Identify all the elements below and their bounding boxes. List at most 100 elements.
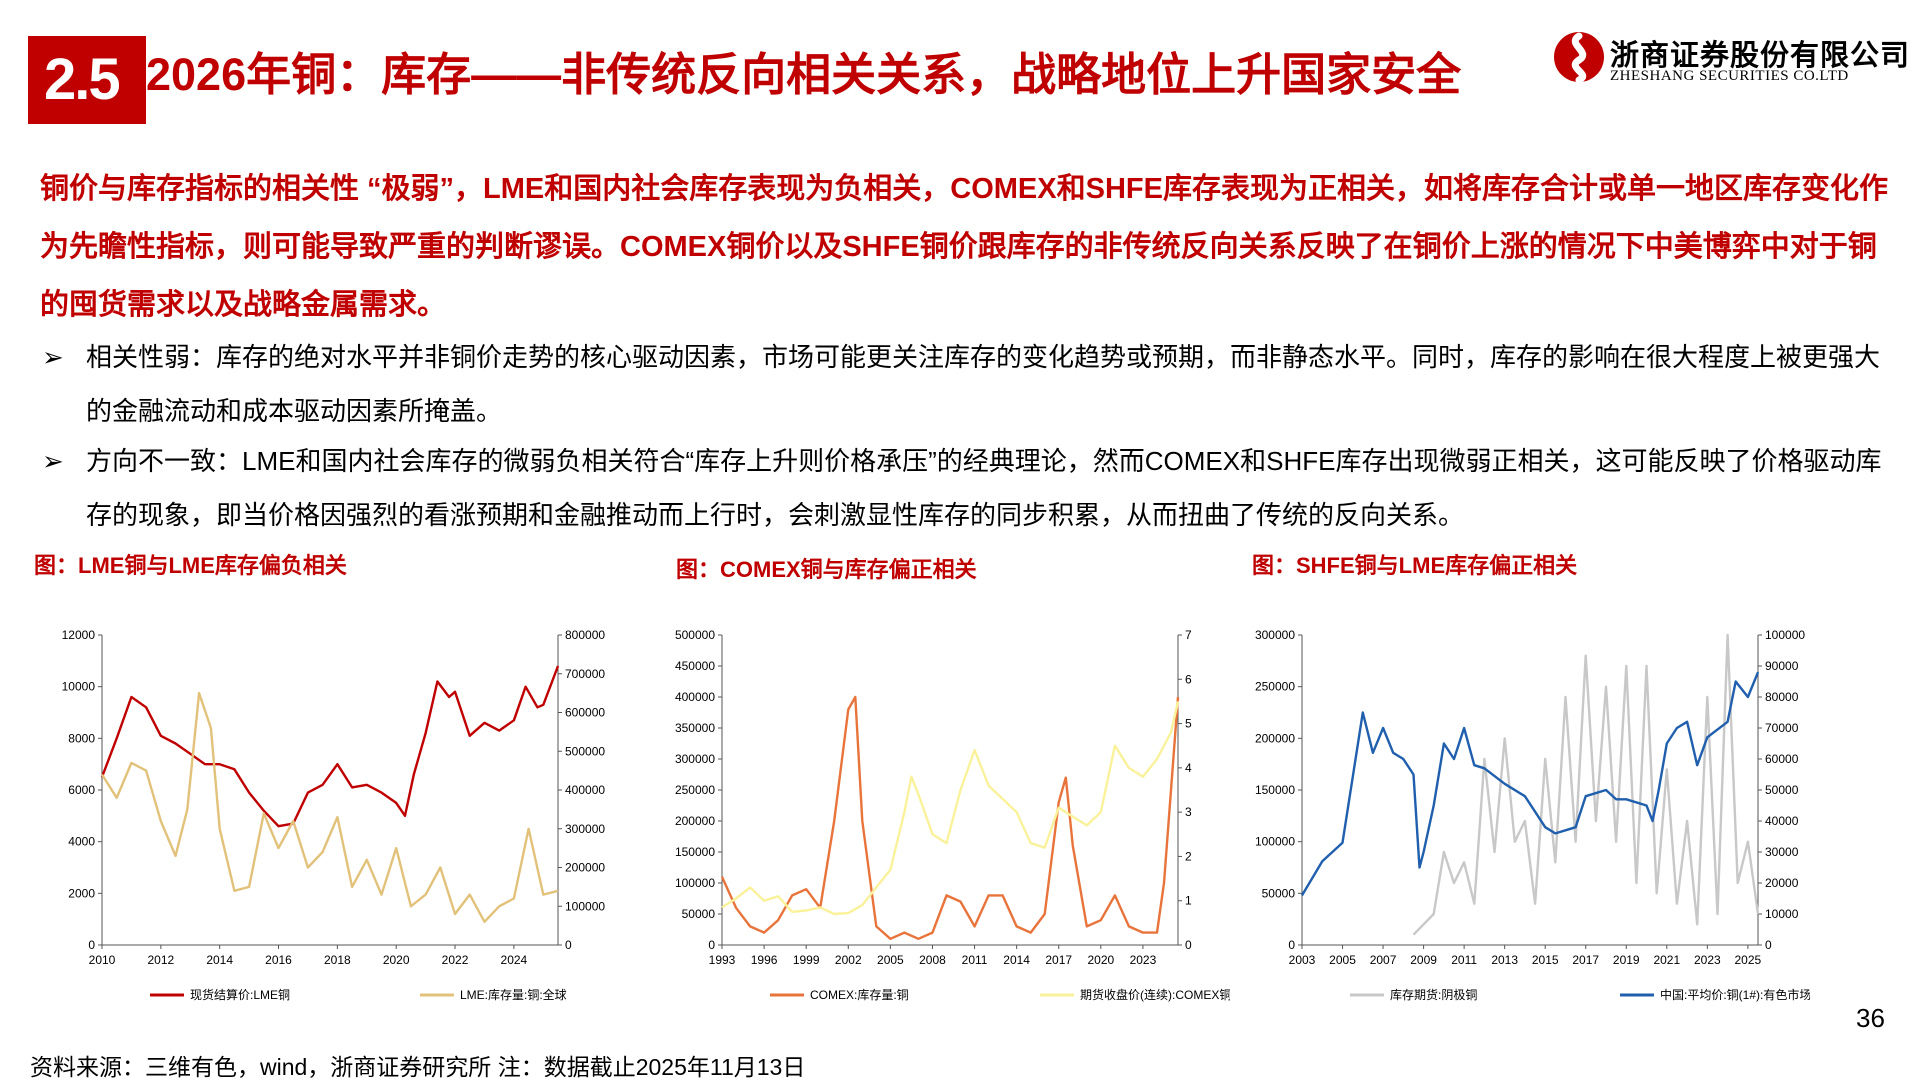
y-right-tick-label: 600000 bbox=[565, 706, 605, 720]
chart-lme: 0 2000 4000 6000 8000 10000 12000 0 100000 200000… bbox=[62, 628, 606, 1002]
y-left-tick-label: 12000 bbox=[62, 628, 96, 642]
y-right-tick-label: 40000 bbox=[1765, 814, 1799, 828]
legend-label: LME:库存量:铜:全球 bbox=[460, 987, 567, 1002]
x-tick-label: 2021 bbox=[1653, 953, 1680, 967]
y-right-tick-label: 800000 bbox=[565, 628, 605, 642]
y-right-tick-label: 0 bbox=[1765, 938, 1772, 952]
header-number-box bbox=[28, 36, 146, 124]
chart-comex: 0500001000001500002000002500003000003500… bbox=[675, 628, 1230, 1002]
x-tick-label: 2015 bbox=[1532, 953, 1559, 967]
x-tick-label: 2011 bbox=[1451, 953, 1477, 967]
y-left-tick-label: 6000 bbox=[68, 783, 95, 797]
bullet-item: ➢ 相关性弱：库存的绝对水平并非铜价走势的核心驱动因素，市场可能更关注库存的变化… bbox=[42, 330, 1892, 438]
x-tick-label: 2009 bbox=[1410, 953, 1437, 967]
x-tick-label: 2005 bbox=[877, 953, 904, 967]
y-right-tick-label: 100000 bbox=[565, 899, 605, 913]
x-tick-label: 2020 bbox=[383, 953, 410, 967]
x-tick-label: 2023 bbox=[1694, 953, 1721, 967]
x-tick-label: 2014 bbox=[206, 953, 233, 967]
x-tick-label: 1993 bbox=[709, 953, 736, 967]
y-left-tick-label: 400000 bbox=[675, 690, 715, 704]
y-left-tick-label: 150000 bbox=[675, 845, 715, 859]
x-tick-label: 2017 bbox=[1572, 953, 1599, 967]
y-left-tick-label: 8000 bbox=[68, 731, 95, 745]
y-right-tick-label: 80000 bbox=[1765, 690, 1799, 704]
x-tick-label: 2010 bbox=[89, 953, 116, 967]
y-left-tick-label: 500000 bbox=[675, 628, 715, 642]
legend-label: COMEX:库存量:铜 bbox=[810, 987, 909, 1002]
y-left-tick-label: 250000 bbox=[1255, 680, 1295, 694]
company-logo-icon bbox=[1554, 32, 1604, 84]
series-line-0 bbox=[100, 665, 560, 828]
x-tick-label: 2022 bbox=[442, 953, 469, 967]
y-left-tick-label: 50000 bbox=[682, 907, 716, 921]
series-line-1 bbox=[721, 701, 1180, 916]
bullet-arrow-icon: ➢ bbox=[42, 446, 64, 476]
x-tick-label: 2019 bbox=[1613, 953, 1640, 967]
y-right-tick-label: 10000 bbox=[1765, 907, 1799, 921]
legend-label: 中国:平均价:铜(1#):有色市场 bbox=[1660, 987, 1810, 1002]
series-line-1 bbox=[100, 691, 559, 923]
y-left-tick-label: 4000 bbox=[68, 835, 95, 849]
logo-text-en: ZHESHANG SECURITIES CO.LTD bbox=[1610, 68, 1849, 84]
y-right-tick-label: 70000 bbox=[1765, 721, 1799, 735]
x-tick-label: 2013 bbox=[1491, 953, 1518, 967]
chart-shfe: 0 50000 100000 150000 200000 250000 300000 0 100… bbox=[1255, 628, 1810, 1002]
y-right-tick-label: 90000 bbox=[1765, 659, 1799, 673]
y-left-tick-label: 200000 bbox=[675, 814, 715, 828]
y-right-tick-label: 3 bbox=[1185, 805, 1192, 819]
y-right-tick-label: 0 bbox=[1185, 938, 1192, 952]
y-left-tick-label: 200000 bbox=[1255, 731, 1295, 745]
x-tick-label: 2024 bbox=[501, 953, 528, 967]
bullet-item: ➢ 方向不一致：LME和国内社会库存的微弱负相关符合“库存上升则价格承压”的经典… bbox=[42, 434, 1892, 542]
y-left-tick-label: 350000 bbox=[675, 721, 715, 735]
x-tick-label: 2016 bbox=[265, 953, 292, 967]
x-tick-label: 2011 bbox=[962, 953, 988, 967]
y-left-tick-label: 100000 bbox=[1255, 835, 1295, 849]
logo-text-cn: 浙商证券股份有限公司 bbox=[1610, 40, 1911, 72]
y-right-tick-label: 700000 bbox=[565, 667, 605, 681]
x-tick-label: 2003 bbox=[1289, 953, 1316, 967]
page-number: 36 bbox=[1856, 1003, 1885, 1033]
x-tick-label: 2018 bbox=[324, 953, 351, 967]
x-tick-label: 2020 bbox=[1087, 953, 1114, 967]
series-line-0 bbox=[720, 695, 1180, 940]
y-left-tick-label: 150000 bbox=[1255, 783, 1295, 797]
y-right-tick-label: 1 bbox=[1185, 894, 1192, 908]
y-left-tick-label: 0 bbox=[1288, 938, 1295, 952]
summary-paragraph: 铜价与库存指标的相关性 “极弱”，LME和国内社会库存表现为负相关，COMEX和… bbox=[40, 173, 1888, 321]
bullet-arrow-icon: ➢ bbox=[42, 342, 64, 372]
x-tick-label: 2002 bbox=[835, 953, 862, 967]
chart-title-shfe: 图：SHFE铜与LME库存偏正相关 bbox=[1252, 553, 1578, 578]
x-tick-label: 2014 bbox=[1003, 953, 1030, 967]
y-right-tick-label: 30000 bbox=[1765, 845, 1799, 859]
bullet-text: 方向不一致：LME和国内社会库存的微弱负相关符合“库存上升则价格承压”的经典理论… bbox=[86, 446, 1882, 530]
x-tick-label: 1996 bbox=[751, 953, 778, 967]
x-tick-label: 2023 bbox=[1130, 953, 1157, 967]
y-left-tick-label: 10000 bbox=[62, 680, 96, 694]
bullet-text: 相关性弱：库存的绝对水平并非铜价走势的核心驱动因素，市场可能更关注库存的变化趋势… bbox=[86, 342, 1881, 426]
x-tick-label: 2005 bbox=[1329, 953, 1356, 967]
y-right-tick-label: 4 bbox=[1185, 761, 1192, 775]
legend-label: 现货结算价:LME铜 bbox=[190, 987, 290, 1002]
y-right-tick-label: 5 bbox=[1185, 717, 1192, 731]
page-title: 2026年铜：库存——非传统反向相关关系，战略地位上升国家安全 bbox=[146, 49, 1462, 100]
x-tick-label: 2017 bbox=[1045, 953, 1072, 967]
y-right-tick-label: 400000 bbox=[565, 783, 605, 797]
y-right-tick-label: 6 bbox=[1185, 672, 1192, 686]
y-left-tick-label: 300000 bbox=[1255, 628, 1295, 642]
y-right-tick-label: 50000 bbox=[1765, 783, 1799, 797]
y-right-tick-label: 60000 bbox=[1765, 752, 1799, 766]
y-left-tick-label: 2000 bbox=[68, 886, 95, 900]
y-left-tick-label: 300000 bbox=[675, 752, 715, 766]
y-right-tick-label: 2 bbox=[1185, 849, 1192, 863]
y-right-tick-label: 100000 bbox=[1765, 628, 1805, 642]
x-tick-label: 1999 bbox=[793, 953, 820, 967]
y-right-tick-label: 20000 bbox=[1765, 876, 1799, 890]
y-left-tick-label: 0 bbox=[708, 938, 715, 952]
section-number: 2.5 bbox=[44, 47, 121, 112]
x-tick-label: 2012 bbox=[147, 953, 174, 967]
x-tick-label: 2025 bbox=[1735, 953, 1762, 967]
y-right-tick-label: 7 bbox=[1185, 628, 1192, 642]
y-right-tick-label: 0 bbox=[565, 938, 572, 952]
